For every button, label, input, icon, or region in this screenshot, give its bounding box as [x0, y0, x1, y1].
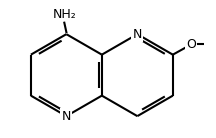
Text: O: O [186, 38, 196, 51]
Text: N: N [133, 28, 142, 41]
Text: N: N [62, 110, 71, 123]
Text: NH₂: NH₂ [52, 8, 76, 21]
